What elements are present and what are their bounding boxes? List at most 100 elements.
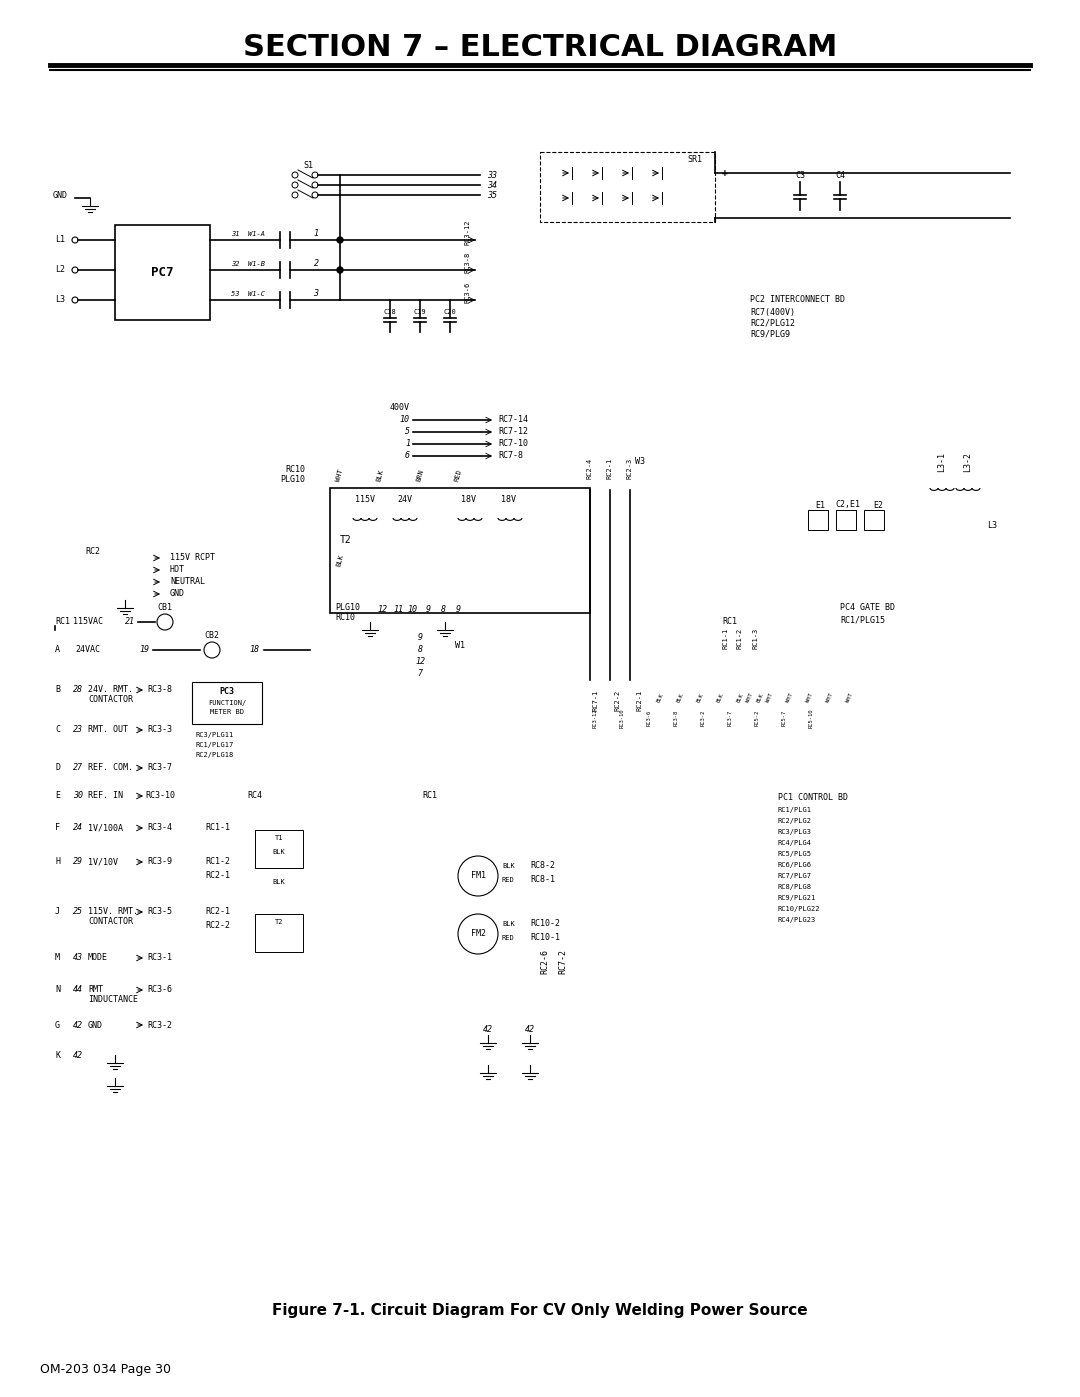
Text: BLK: BLK <box>502 921 515 928</box>
Text: FUNCTION/: FUNCTION/ <box>207 700 246 705</box>
Text: RC2-1: RC2-1 <box>637 689 643 711</box>
Text: RC4/PLG4: RC4/PLG4 <box>778 840 812 847</box>
Text: BLK: BLK <box>502 863 515 869</box>
Text: RC4: RC4 <box>247 792 262 800</box>
Text: H: H <box>55 858 60 866</box>
Text: RC2-4: RC2-4 <box>588 457 593 479</box>
Text: GND: GND <box>170 590 185 598</box>
Text: RC5/PLG5: RC5/PLG5 <box>778 851 812 856</box>
Text: N: N <box>55 985 60 995</box>
Text: S1: S1 <box>303 161 313 169</box>
Circle shape <box>337 237 343 243</box>
Text: 8: 8 <box>441 605 446 615</box>
Text: RC3-10: RC3-10 <box>620 708 624 728</box>
Text: W1: W1 <box>455 640 465 650</box>
Text: 1V/10V: 1V/10V <box>87 858 118 866</box>
Text: 115V: 115V <box>355 496 375 504</box>
Text: PC1 CONTROL BD: PC1 CONTROL BD <box>778 793 848 802</box>
Text: 24V: 24V <box>397 496 413 504</box>
Text: F: F <box>55 823 60 833</box>
Text: RC7-10: RC7-10 <box>498 440 528 448</box>
Bar <box>808 510 828 529</box>
Text: 42: 42 <box>73 1020 83 1030</box>
Text: RC10/PLG22: RC10/PLG22 <box>778 907 821 912</box>
Text: L3-1: L3-1 <box>937 453 946 472</box>
Text: 24VAC: 24VAC <box>76 645 100 655</box>
Text: RC10-2: RC10-2 <box>530 919 561 929</box>
Text: T2: T2 <box>274 919 283 925</box>
Text: RC3-7: RC3-7 <box>728 710 732 726</box>
Text: 5: 5 <box>405 427 410 436</box>
Text: C: C <box>55 725 60 735</box>
Text: RC2-1: RC2-1 <box>205 872 230 880</box>
Text: HOT: HOT <box>170 566 185 574</box>
Text: RC3/PLG11: RC3/PLG11 <box>195 732 233 738</box>
Text: RC1/PLG15: RC1/PLG15 <box>840 616 885 624</box>
Text: BLK: BLK <box>656 693 664 704</box>
Text: PLG10: PLG10 <box>335 604 360 612</box>
Text: 115VAC: 115VAC <box>73 617 103 626</box>
Text: RC3-6: RC3-6 <box>148 985 173 995</box>
Text: BLK: BLK <box>376 468 384 482</box>
Text: RC1/PLG1: RC1/PLG1 <box>778 807 812 813</box>
Text: M: M <box>55 954 60 963</box>
Bar <box>864 510 885 529</box>
Text: RC7-12: RC7-12 <box>498 427 528 436</box>
Text: 115V RCPT: 115V RCPT <box>170 553 215 563</box>
Text: PC2 INTERCONNECT BD: PC2 INTERCONNECT BD <box>750 296 845 305</box>
Bar <box>330 488 590 613</box>
Text: PC7: PC7 <box>151 265 173 278</box>
Text: RC2-1: RC2-1 <box>205 908 230 916</box>
Text: RC7-1: RC7-1 <box>592 689 598 711</box>
Text: BLK: BLK <box>272 879 285 886</box>
Text: A: A <box>55 645 60 655</box>
Text: WHT: WHT <box>826 693 835 704</box>
Text: BLK: BLK <box>272 849 285 855</box>
Text: G: G <box>55 1020 60 1030</box>
Text: RMT. OUT: RMT. OUT <box>87 725 129 735</box>
Text: BLK: BLK <box>716 693 725 704</box>
Text: 1: 1 <box>313 229 319 239</box>
Text: 1: 1 <box>405 440 410 448</box>
Text: RC1-2: RC1-2 <box>205 858 230 866</box>
Bar <box>540 152 715 222</box>
Text: 42: 42 <box>73 1051 83 1059</box>
Text: RC2-2: RC2-2 <box>615 689 621 711</box>
Text: 42: 42 <box>483 1025 492 1035</box>
Text: 24: 24 <box>73 823 83 833</box>
Text: INDUCTANCE: INDUCTANCE <box>87 996 138 1004</box>
Text: T2: T2 <box>340 535 352 545</box>
Text: C2,E1: C2,E1 <box>836 500 861 510</box>
Text: RC1: RC1 <box>723 617 738 626</box>
Text: RC5-7: RC5-7 <box>782 710 786 726</box>
Text: W3: W3 <box>635 457 645 467</box>
Text: C3: C3 <box>795 170 805 179</box>
Text: WHT: WHT <box>785 693 794 704</box>
Text: RC8/PLG8: RC8/PLG8 <box>778 884 812 890</box>
Text: L3-2: L3-2 <box>963 453 972 472</box>
Text: RC6/PLG6: RC6/PLG6 <box>778 862 812 868</box>
Text: 44: 44 <box>73 985 83 995</box>
Text: PC4 GATE BD: PC4 GATE BD <box>840 604 895 612</box>
Text: RC10: RC10 <box>335 613 355 623</box>
Text: RC3-2: RC3-2 <box>148 1020 173 1030</box>
Text: FM1: FM1 <box>471 872 486 880</box>
Text: E2: E2 <box>873 500 883 510</box>
Text: 19: 19 <box>140 645 150 655</box>
Text: D: D <box>55 764 60 773</box>
Text: 43: 43 <box>73 954 83 963</box>
Text: 11: 11 <box>393 605 403 615</box>
Text: METER BD: METER BD <box>210 710 244 715</box>
Text: L3: L3 <box>987 521 997 529</box>
Text: Figure 7-1. Circuit Diagram For CV Only Welding Power Source: Figure 7-1. Circuit Diagram For CV Only … <box>272 1302 808 1317</box>
Text: L3: L3 <box>55 296 65 305</box>
Text: 115V. RMT.: 115V. RMT. <box>87 908 138 916</box>
Text: RC2-6: RC2-6 <box>540 950 550 975</box>
Text: RMT: RMT <box>87 985 103 995</box>
Text: E1: E1 <box>815 500 825 510</box>
Text: RC3-8: RC3-8 <box>674 710 678 726</box>
Text: C19: C19 <box>414 309 427 314</box>
Text: J: J <box>55 908 60 916</box>
Text: RC3-6: RC3-6 <box>465 281 471 303</box>
Text: GND: GND <box>53 190 68 200</box>
